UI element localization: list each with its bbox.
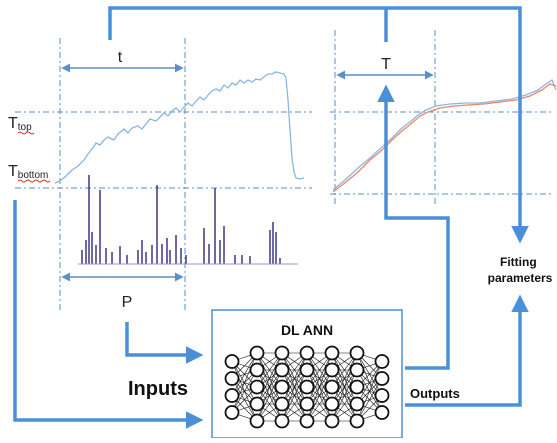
network-node (249, 345, 265, 361)
network-edge (281, 369, 308, 422)
network-node (274, 413, 290, 429)
network-node (324, 362, 340, 378)
network-node (349, 379, 365, 395)
network-node (299, 396, 315, 412)
network-edge (356, 361, 383, 422)
network-node (324, 379, 340, 395)
network-node (349, 396, 365, 412)
network-edge (256, 369, 283, 422)
network-node (274, 362, 290, 378)
neural-network-icon (224, 345, 390, 429)
temperature-curve (54, 71, 305, 184)
network-node (324, 345, 340, 361)
network-node (374, 405, 390, 420)
network-node (324, 396, 340, 412)
top-loop-line (108, 6, 529, 244)
fitting-parameters-label: Fitting parameters (488, 255, 553, 285)
network-edge (356, 361, 383, 405)
ann-to-T-arrow (377, 84, 450, 370)
network-node (374, 354, 390, 369)
network-edge (356, 378, 383, 422)
network-node (274, 379, 290, 395)
t-bottom-underline (17, 179, 51, 183)
network-node (299, 362, 315, 378)
network-node (224, 371, 240, 386)
ann-title: DL ANN (281, 322, 333, 338)
network-edge (306, 369, 333, 422)
p-to-ann-arrow (125, 322, 204, 364)
network-node (299, 379, 315, 395)
network-edge (306, 352, 333, 405)
network-node (249, 379, 265, 395)
fit-curve-orange (332, 83, 557, 193)
network-edge (281, 352, 308, 405)
network-edge (231, 352, 258, 396)
network-node (249, 413, 265, 429)
network-edge (256, 352, 283, 405)
network-node (224, 354, 240, 369)
network-node (299, 413, 315, 429)
network-node (299, 345, 315, 361)
network-edge (331, 369, 358, 422)
pulse-bars (81, 175, 281, 264)
network-edge (331, 352, 358, 405)
network-node (374, 371, 390, 386)
network-node (274, 345, 290, 361)
t-top-label: Ttop (8, 115, 32, 133)
network-node (349, 362, 365, 378)
network-node (349, 345, 365, 361)
t-bottom-label: Tbottom (8, 163, 48, 181)
network-node (274, 396, 290, 412)
connector-arrows (13, 6, 529, 429)
T-label: T (381, 56, 391, 73)
right-panel: T (330, 30, 557, 205)
outputs-label: Outputs (410, 386, 460, 401)
t-top-underline (17, 131, 35, 135)
tbottom-to-ann-arrow (13, 200, 204, 429)
network-node (324, 413, 340, 429)
network-node (374, 388, 390, 403)
network-node (224, 388, 240, 403)
network-edge (231, 352, 258, 413)
ann-box: DL ANN (211, 309, 403, 439)
network-edge (231, 369, 258, 413)
fit-curve-blue (332, 79, 557, 191)
p-label: P (122, 294, 133, 311)
t-label: t (118, 49, 123, 66)
network-node (249, 396, 265, 412)
outputs-to-fitting-arrow (405, 294, 529, 407)
left-panel: t P Ttop Tbottom (8, 38, 312, 311)
inputs-label: Inputs (128, 378, 188, 400)
network-node (224, 405, 240, 420)
network-node (349, 413, 365, 429)
network-node (249, 362, 265, 378)
